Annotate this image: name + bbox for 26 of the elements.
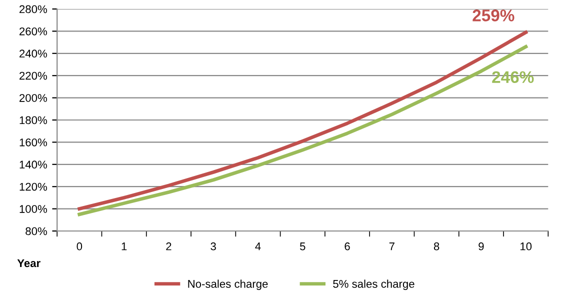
x-tick-label: 3 bbox=[210, 242, 216, 250]
x-tick-label: 4 bbox=[255, 242, 261, 250]
legend-label: 5% sales charge bbox=[333, 280, 414, 290]
y-tick-label: 240% bbox=[20, 50, 47, 58]
x-tick-label: 5 bbox=[300, 242, 306, 250]
y-tick-label: 100% bbox=[20, 205, 47, 213]
y-tick-label: 200% bbox=[20, 94, 47, 102]
x-tick-label: 1 bbox=[122, 242, 127, 250]
y-tick-label: 140% bbox=[20, 160, 47, 169]
x-axis-title: Year bbox=[17, 259, 40, 268]
y-tick-label: 120% bbox=[20, 182, 47, 191]
y-tick-label: 220% bbox=[20, 72, 47, 80]
y-tick-label: 260% bbox=[20, 27, 47, 36]
y-tick-label: 180% bbox=[20, 116, 47, 124]
x-tick-label: 2 bbox=[166, 242, 172, 250]
y-tick-label: 80% bbox=[26, 227, 47, 236]
x-tick-label: 8 bbox=[434, 242, 440, 250]
annotation: 259% bbox=[472, 10, 514, 22]
x-tick-label: 9 bbox=[478, 242, 484, 250]
x-tick-label: 10 bbox=[520, 242, 532, 250]
x-tick-label: 7 bbox=[389, 242, 394, 250]
x-tick-label: 0 bbox=[76, 242, 82, 250]
legend-label: No-sales charge bbox=[188, 280, 268, 290]
x-tick-label: 6 bbox=[344, 242, 350, 250]
y-tick-label: 280% bbox=[20, 5, 47, 14]
y-tick-label: 160% bbox=[20, 138, 47, 146]
